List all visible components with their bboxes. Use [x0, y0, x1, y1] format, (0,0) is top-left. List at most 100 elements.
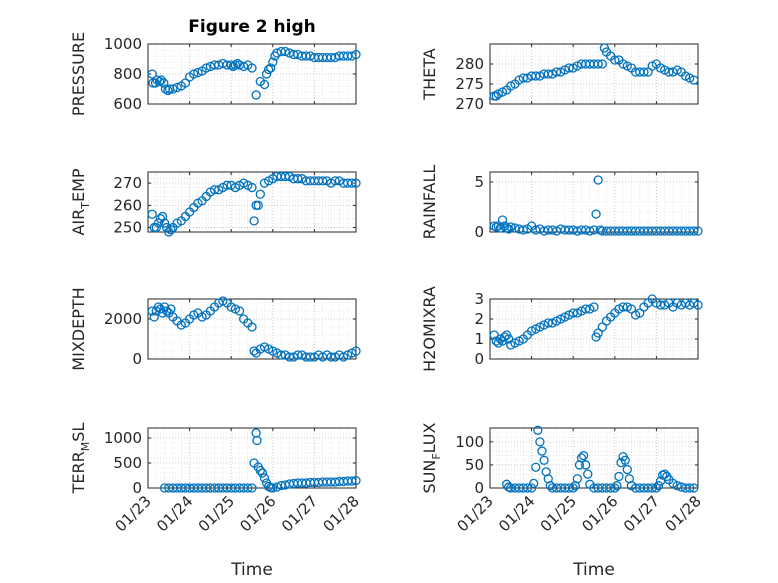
data-point [597, 59, 607, 69]
y-tick-label: 280 [455, 55, 484, 73]
data-point [504, 224, 514, 234]
y-tick-label: 1 [474, 330, 484, 348]
data-point [351, 475, 361, 486]
data-point [280, 46, 290, 57]
y-axis-label: RAINFALL [420, 165, 439, 240]
data-point [193, 67, 203, 78]
subplot-theta: 270 275 280 THETA [420, 43, 699, 113]
data-point [168, 84, 178, 94]
data-point [581, 304, 591, 314]
data-point [247, 322, 257, 332]
data-point [351, 49, 361, 60]
x-tick-label: 01/27 [278, 492, 321, 535]
data-point [159, 218, 170, 228]
data-point [612, 481, 622, 491]
data-point [351, 178, 361, 188]
data-point [664, 67, 674, 77]
y-tick-label: 100 [455, 433, 484, 451]
y-axis-label: THETA [420, 48, 439, 100]
x-tick-label: 01/25 [537, 492, 580, 535]
x-axis-label: Time [572, 560, 615, 580]
data-point [689, 226, 699, 236]
data-point [147, 209, 157, 219]
x-tick-label: 01/23 [454, 492, 497, 535]
data-point [506, 222, 516, 232]
data-point [610, 55, 620, 65]
data-point [647, 483, 657, 493]
data-point [147, 69, 157, 79]
data-point [249, 216, 259, 226]
axes-box [147, 171, 357, 233]
y-tick-label: 600 [113, 95, 142, 113]
data-point [172, 82, 182, 93]
data-point [618, 302, 628, 312]
data-point [539, 455, 549, 465]
y-axis-label: SUNFLUX [420, 422, 443, 493]
data-point [253, 200, 263, 210]
y-tick-label: 2000 [104, 310, 142, 328]
data-point [153, 218, 164, 228]
data-point [209, 185, 220, 195]
data-point [280, 171, 290, 182]
data-point [564, 63, 574, 73]
y-tick-label: 260 [113, 196, 142, 214]
data-point [545, 481, 555, 491]
data-point [154, 76, 165, 87]
data-point [529, 478, 539, 489]
data-point [533, 425, 543, 435]
data-point [568, 483, 578, 493]
data-point [166, 225, 176, 235]
y-tick-label: 1000 [104, 429, 142, 447]
data-point [247, 182, 257, 193]
x-tick-label: 01/24 [495, 492, 538, 535]
data-point [593, 59, 603, 69]
data-point [259, 473, 270, 483]
chart-title: Figure 2 high [188, 17, 316, 37]
data-point [222, 180, 232, 190]
data-point [583, 469, 593, 479]
subplot-air_temp: 250 260 270 AIRTEMP [69, 168, 361, 237]
data-point [243, 483, 253, 493]
x-tick-label: 01/25 [195, 492, 238, 535]
data-point [537, 446, 547, 456]
data-point [149, 312, 159, 322]
data-point [693, 300, 703, 310]
data-point [247, 483, 257, 493]
data-point [497, 215, 508, 225]
data-point [257, 468, 268, 478]
data-point [614, 471, 624, 482]
data-point [163, 85, 173, 96]
x-tick-label: 01/26 [578, 492, 621, 535]
data-point [531, 71, 541, 81]
y-tick-label: 1000 [104, 35, 142, 53]
data-point [578, 451, 589, 461]
data-point [655, 300, 666, 310]
x-tick-label: 01/23 [112, 492, 155, 535]
data-point [689, 75, 699, 85]
data-point [576, 453, 587, 463]
data-point [543, 69, 553, 79]
data-point [201, 63, 211, 73]
data-point [268, 57, 278, 67]
subplot-pressure: 600 800 1000 PRESSURE Figure 2 high [69, 17, 361, 116]
data-point [189, 69, 199, 79]
data-point [639, 67, 649, 77]
data-point [610, 483, 620, 493]
data-point [263, 64, 274, 75]
y-tick-label: 0 [474, 350, 484, 368]
y-tick-label: 270 [113, 174, 142, 192]
data-point [510, 223, 520, 233]
data-point [249, 346, 259, 356]
data-point [551, 67, 562, 77]
data-point [526, 483, 537, 493]
data-point [330, 176, 340, 186]
data-point [347, 51, 357, 61]
y-axis-label: TERRMSL [69, 423, 92, 495]
y-tick-label: 0 [474, 223, 484, 241]
data-point [672, 481, 682, 491]
data-point [255, 189, 265, 199]
data-point [531, 462, 541, 472]
y-tick-label: 0 [132, 350, 142, 368]
